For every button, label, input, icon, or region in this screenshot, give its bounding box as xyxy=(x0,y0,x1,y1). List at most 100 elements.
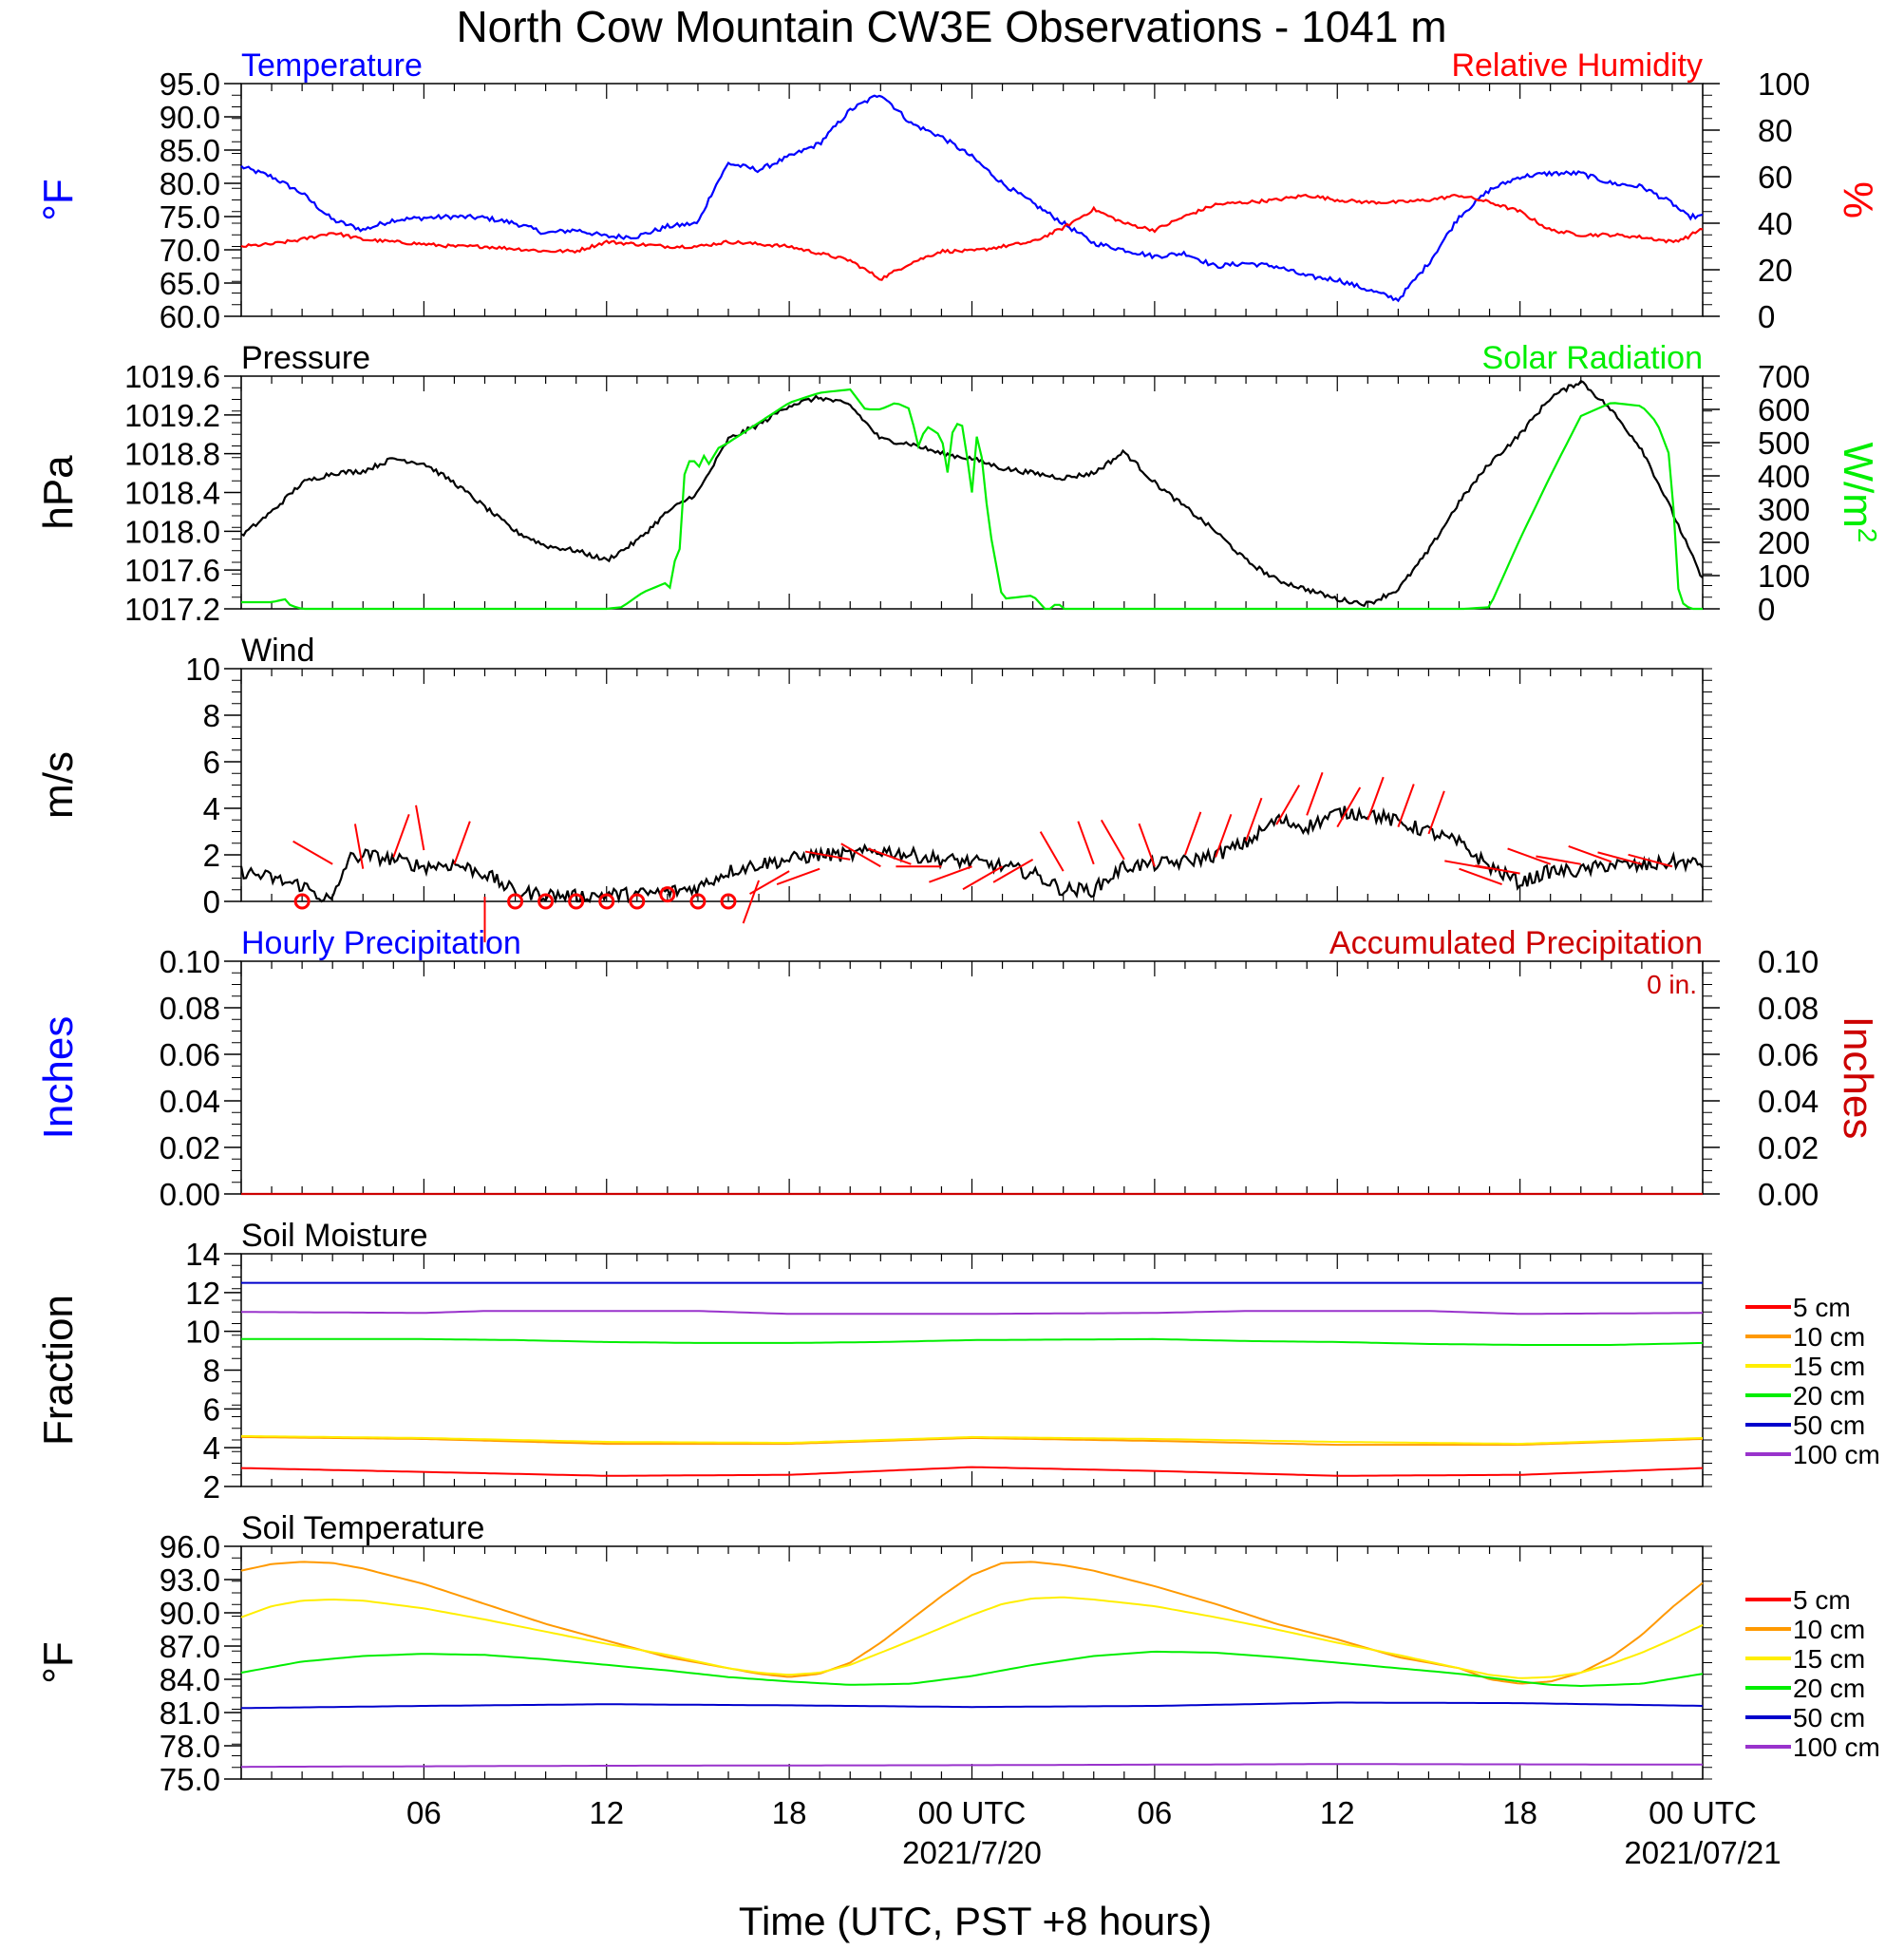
wind-barb xyxy=(1427,790,1445,835)
y-tick-label-right: 0.10 xyxy=(1758,944,1819,979)
y-tick-label-left: 80.0 xyxy=(160,166,220,201)
y-tick-label-left: 70.0 xyxy=(160,233,220,268)
y-tick-label-left: 0.02 xyxy=(160,1130,220,1165)
y-tick-label-left: 4 xyxy=(203,791,220,826)
y-tick-label-left: 1017.6 xyxy=(124,553,220,588)
series-line xyxy=(240,1596,1704,1679)
wind-barb xyxy=(415,805,425,851)
legend-label: 15 cm xyxy=(1793,1352,1865,1381)
y-tick-label-right: 100 xyxy=(1758,558,1810,594)
series-line xyxy=(241,1701,1704,1710)
panel-title-left: Temperature xyxy=(241,47,423,84)
y-axis-unit-left: hPa xyxy=(35,455,82,530)
y-tick-label-right: 200 xyxy=(1758,525,1810,560)
y-tick-label-right: 0.08 xyxy=(1758,991,1819,1026)
y-tick-label-right: 0 xyxy=(1758,299,1775,334)
wind-barb xyxy=(1475,864,1520,875)
y-tick-label-left: 60.0 xyxy=(160,299,220,334)
calm-wind-circle xyxy=(720,893,737,910)
wind-barb xyxy=(1367,776,1385,821)
y-tick-label-left: 6 xyxy=(203,745,220,780)
x-tick-label: 06 xyxy=(406,1795,442,1830)
y-tick-label-left: 65.0 xyxy=(160,266,220,301)
x-tick-label: 06 xyxy=(1138,1795,1173,1830)
panel-frame xyxy=(240,1545,1704,1780)
y-axis-unit-left: °F xyxy=(35,179,82,220)
series-line xyxy=(240,94,1704,303)
calm-wind-circle xyxy=(629,893,646,910)
y-tick-label-left: 8 xyxy=(203,1354,220,1389)
series-line xyxy=(240,379,1704,608)
wind-barb xyxy=(1459,867,1502,886)
wind-barb xyxy=(1397,784,1415,827)
legend-label: 100 cm xyxy=(1793,1732,1880,1762)
wind-barb xyxy=(1336,786,1362,828)
y-tick-label-left: 1018.4 xyxy=(124,476,220,511)
y-tick-label-left: 0 xyxy=(203,884,220,919)
panel-title-right: Accumulated Precipitation xyxy=(1329,925,1703,961)
panel-title-left: Soil Moisture xyxy=(241,1218,428,1254)
y-tick-label-left: 12 xyxy=(185,1276,220,1311)
legend-label: 10 cm xyxy=(1793,1322,1865,1352)
y-tick-label-left: 78.0 xyxy=(160,1729,220,1764)
wind-barb xyxy=(453,821,471,865)
series-line xyxy=(240,1561,1704,1685)
y-tick-label-right: 0 xyxy=(1758,592,1775,627)
y-tick-label-left: 2 xyxy=(203,838,220,873)
panel-precip: 0.00 0.02 0.04 0.06 0.08 0.10 0.00 0.02 0.04 0.06… xyxy=(35,925,1881,1212)
wind-barb xyxy=(804,850,851,861)
wind-barb xyxy=(353,824,365,869)
wind-barb xyxy=(392,814,410,858)
y-tick-label-left: 81.0 xyxy=(160,1695,220,1731)
wind-barb xyxy=(1507,847,1552,865)
y-tick-label-left: 1019.2 xyxy=(124,398,220,433)
panel-title-left: Soil Temperature xyxy=(241,1510,484,1546)
series-line xyxy=(240,1650,1704,1688)
panel-title-right: Relative Humidity xyxy=(1451,47,1703,84)
y-tick-label-left: 90.0 xyxy=(160,1596,220,1631)
calm-wind-circle xyxy=(598,893,615,910)
x-tick-label: 12 xyxy=(589,1795,624,1830)
x-tick-label: 18 xyxy=(772,1795,807,1830)
y-tick-label-left: 1017.2 xyxy=(124,592,220,627)
y-tick-label-left: 10 xyxy=(185,652,220,687)
y-axis-unit-right: W/m2 xyxy=(1835,443,1883,543)
y-tick-label-left: 84.0 xyxy=(160,1662,220,1697)
legend-label: 10 cm xyxy=(1793,1615,1865,1644)
series-line xyxy=(239,805,1704,904)
series-line xyxy=(241,1337,1704,1346)
y-tick-label-right: 0.00 xyxy=(1758,1177,1819,1212)
wind-barb xyxy=(1183,811,1202,856)
accumulated-total: 0 in. xyxy=(1647,970,1697,999)
wind-barb xyxy=(962,865,1004,891)
wind-barb xyxy=(1275,785,1300,825)
y-tick-label-left: 75.0 xyxy=(160,199,220,235)
series-line xyxy=(241,388,1703,611)
y-tick-label-right: 500 xyxy=(1758,426,1810,461)
wind-barb xyxy=(1039,831,1065,872)
wind-barb xyxy=(929,865,972,883)
x-tick-label: 00 UTC xyxy=(918,1795,1027,1830)
y-axis-unit-left: Inches xyxy=(35,1016,82,1140)
y-tick-label-left: 2 xyxy=(203,1469,220,1505)
y-tick-label-left: 95.0 xyxy=(160,66,220,102)
chart-title: North Cow Mountain CW3E Observations - 1… xyxy=(456,2,1446,51)
wind-barb xyxy=(1215,814,1233,858)
legend-label: 50 cm xyxy=(1793,1410,1865,1440)
panel-title-left: Wind xyxy=(241,633,314,669)
y-tick-label-left: 1018.0 xyxy=(124,514,220,549)
y-tick-label-right: 20 xyxy=(1758,253,1793,288)
y-tick-label-left: 87.0 xyxy=(160,1629,220,1664)
legend-label: 20 cm xyxy=(1793,1381,1865,1410)
y-axis-unit-left: m/s xyxy=(35,751,82,819)
y-tick-label-right: 600 xyxy=(1758,392,1810,427)
calm-wind-circle xyxy=(537,893,555,910)
calm-wind-circle xyxy=(689,893,707,910)
y-tick-label-right: 0.04 xyxy=(1758,1084,1819,1119)
wind-barb xyxy=(1077,821,1095,865)
wind-barb xyxy=(1568,844,1612,863)
wind-barb xyxy=(742,880,761,924)
wind-barb xyxy=(1306,771,1324,816)
